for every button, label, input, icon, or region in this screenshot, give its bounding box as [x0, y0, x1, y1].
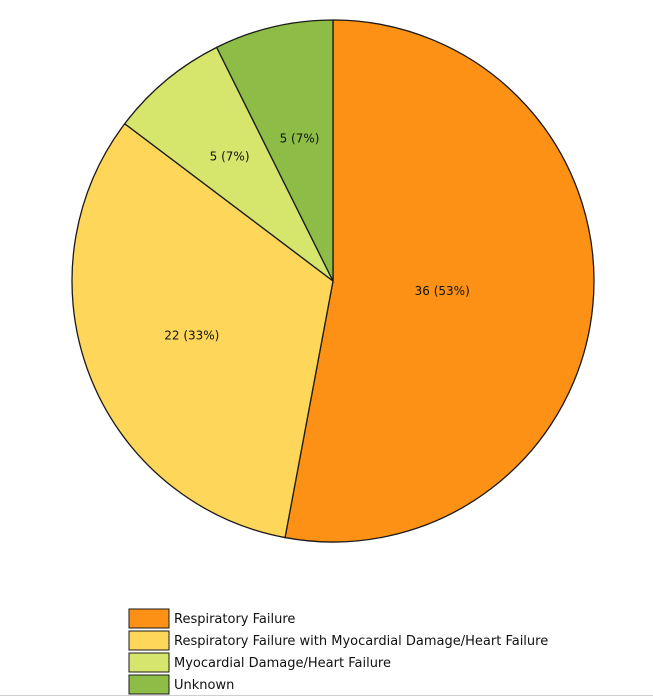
- legend-swatch-respiratory-failure-with-myocardial-damage-heart-failure: [128, 630, 170, 651]
- legend-label-unknown: Unknown: [174, 678, 234, 693]
- legend-label-respiratory-failure: Respiratory Failure: [174, 612, 295, 627]
- slice-data-label-unknown: 5 (7%): [280, 132, 320, 146]
- pie-slice-unknown: [216, 19, 334, 282]
- pie-slice-respiratory-failure: [284, 19, 595, 543]
- pie-slice-myocardial-damage-heart-failure: [124, 46, 334, 282]
- legend-swatch-myocardial-damage-heart-failure: [128, 652, 170, 673]
- legend-label-myocardial-damage-heart-failure: Myocardial Damage/Heart Failure: [174, 656, 391, 671]
- slice-data-label-respiratory-failure: 36 (53%): [415, 284, 470, 298]
- pie-slices: [71, 19, 595, 543]
- pie-slice-respiratory-failure-with-myocardial-damage-heart-failure: [71, 123, 334, 539]
- legend-swatch-respiratory-failure: [128, 608, 170, 629]
- slice-data-label-respiratory-failure-with-myocardial-damage-heart-failure: 22 (33%): [164, 329, 219, 343]
- legend: Respiratory Failure Respiratory Failure w…: [128, 608, 548, 695]
- legend-label-respiratory-failure-with-myocardial-damage-heart-failure: Respiratory Failure with Myocardial Dama…: [174, 634, 548, 649]
- legend-swatch-unknown: [128, 674, 170, 695]
- slice-data-label-myocardial-damage-heart-failure: 5 (7%): [210, 150, 250, 164]
- bottom-divider: [0, 695, 653, 696]
- pie-slice-labels: 36 (53%) 22 (33%) 5 (7%) 5 (7%): [164, 132, 470, 343]
